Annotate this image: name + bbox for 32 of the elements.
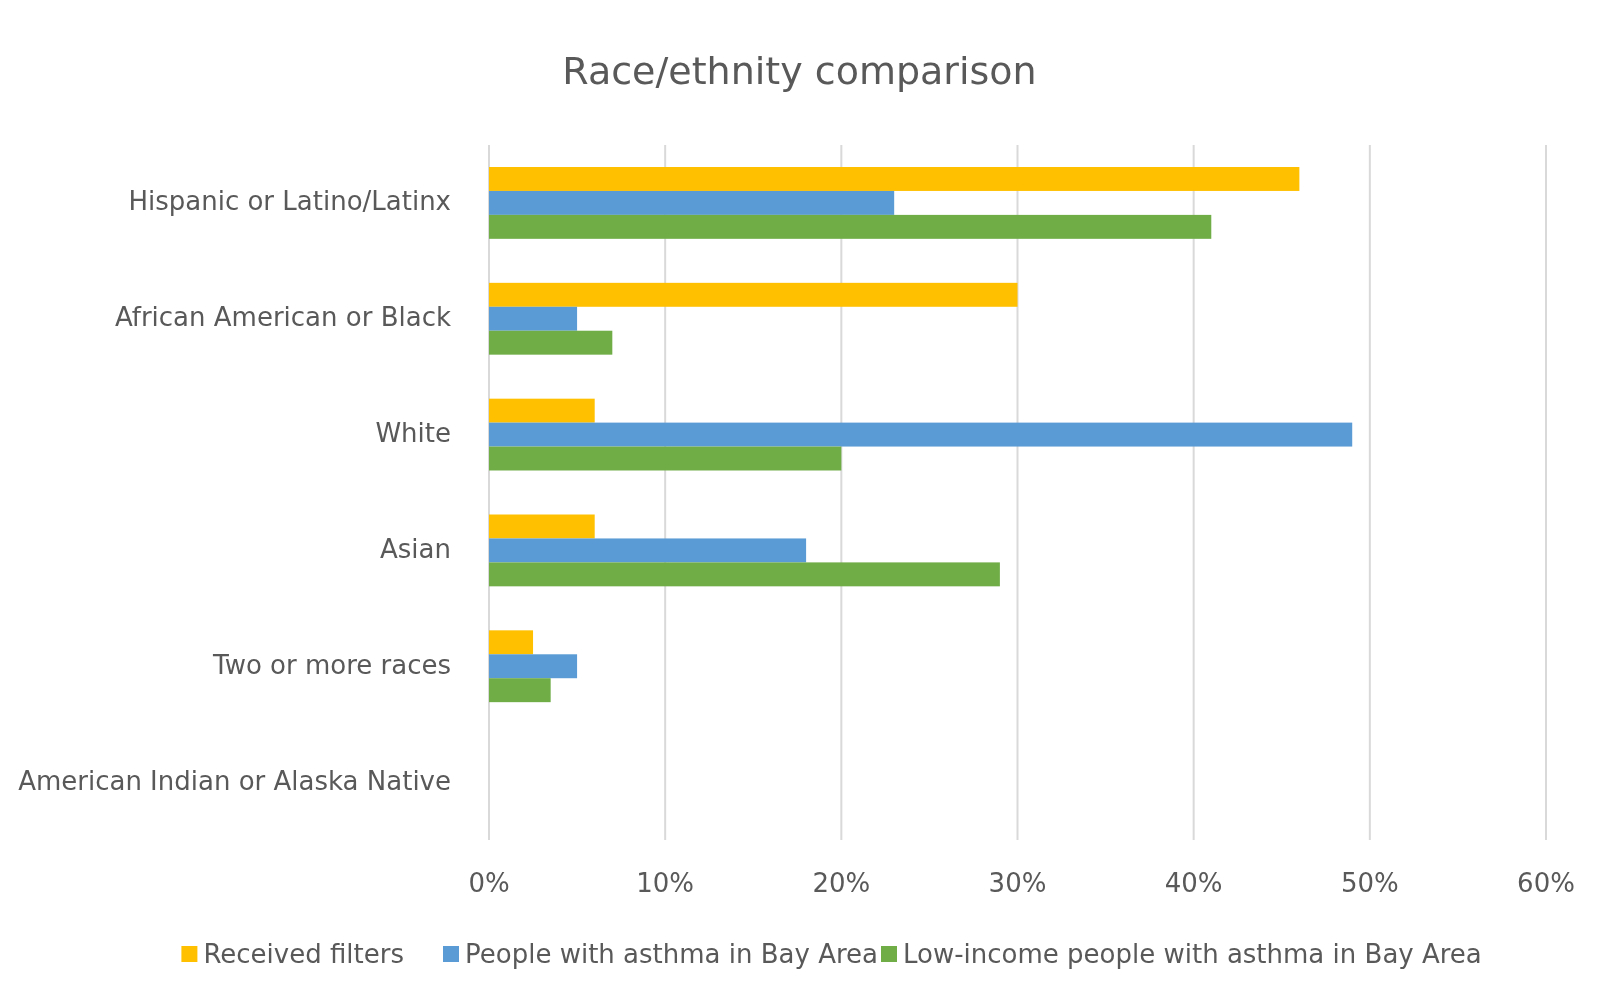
y-tick-label: Asian [380, 533, 451, 564]
legend-label: Low-income people with asthma in Bay Area [903, 938, 1482, 969]
bar [489, 282, 1018, 307]
y-tick-label: American Indian or Alaska Native [18, 765, 451, 796]
x-tick-label: 60% [1517, 867, 1575, 898]
x-tick-label: 0% [468, 867, 510, 898]
bar [489, 214, 1212, 239]
x-tick-label: 20% [812, 867, 871, 898]
y-tick-label: Two or more races [212, 649, 451, 680]
bar [489, 398, 595, 423]
bar [489, 330, 613, 355]
bar [489, 630, 534, 655]
x-tick-label: 50% [1340, 867, 1399, 898]
bar [489, 678, 551, 703]
bar [489, 446, 842, 471]
x-tick-label: 40% [1164, 867, 1223, 898]
x-tick-label: 30% [988, 867, 1047, 898]
y-tick-label: African American or Black [114, 302, 451, 333]
y-tick-label: Hispanic or Latino/Latinx [128, 186, 451, 217]
legend-label: People with asthma in Bay Area [465, 938, 878, 969]
bar [489, 654, 578, 679]
bar [489, 306, 578, 331]
bar [489, 422, 1353, 447]
legend-label: Received filters [203, 938, 404, 969]
bar [489, 190, 895, 215]
chart-title: Race/ethnity comparison [562, 49, 1037, 93]
bar [489, 514, 595, 539]
y-tick-label: White [375, 418, 451, 449]
bar [489, 538, 807, 563]
bar [489, 167, 1300, 191]
bar [489, 562, 1000, 587]
x-tick-label: 10% [636, 867, 695, 898]
